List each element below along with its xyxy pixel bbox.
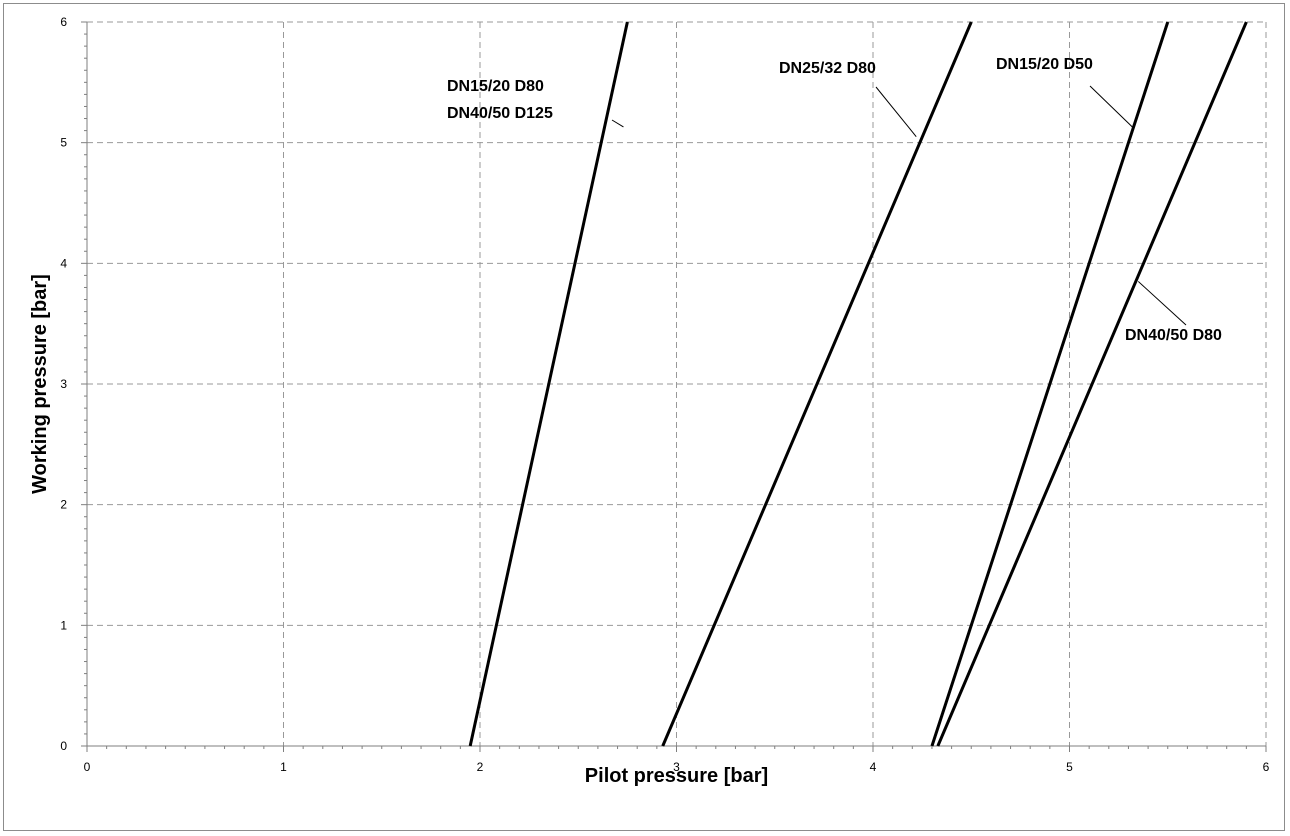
series-line-3 [936, 21, 1248, 747]
leader-line-dn15-20-d50 [1089, 85, 1133, 128]
y-tick-label: 2 [60, 498, 67, 512]
series-line-1 [661, 21, 973, 747]
series-label-dn25-32-d80: DN25/32 D80 [779, 60, 876, 77]
series-line-0 [468, 21, 629, 747]
x-tick-label: 6 [1263, 760, 1270, 774]
grid-layer [87, 21, 1267, 746]
y-tick-label: 1 [60, 618, 67, 632]
series-line-2 [930, 21, 1170, 747]
y-axis-title: Working pressure [bar] [29, 274, 51, 494]
y-tick-label: 0 [60, 739, 67, 753]
leader-line-dn40-50-d80 [1137, 281, 1187, 326]
x-tick-label: 2 [477, 760, 484, 774]
y-tick-label: 5 [60, 136, 67, 150]
x-tick-label: 0 [84, 760, 91, 774]
x-tick-label: 4 [870, 760, 877, 774]
series-label-dn40-50-d125: DN40/50 D125 [447, 105, 553, 122]
series-layer [468, 21, 1248, 747]
series-label-dn15-20-d80: DN15/20 D80 [447, 78, 544, 95]
x-axis-title: Pilot pressure [bar] [585, 765, 768, 787]
leader-line-dn15-20-d80 [611, 119, 624, 128]
y-tick-label: 3 [60, 377, 67, 391]
label-layer: DN15/20 D80 DN40/50 D125 DN25/32 D80 DN1… [447, 56, 1222, 344]
series-label-dn15-20-d50: DN15/20 D50 [996, 56, 1093, 73]
y-tick-label: 4 [60, 256, 67, 270]
tick-layer: 0 1 2 3 4 5 6 0 1 2 3 4 5 6 [60, 15, 1269, 774]
chart-frame [3, 3, 1285, 831]
x-tick-label: 3 [673, 760, 680, 774]
y-tick-label: 6 [60, 15, 67, 29]
series-label-dn40-50-d80: DN40/50 D80 [1125, 327, 1222, 344]
leader-line-dn25-32-d80 [875, 86, 917, 137]
x-tick-label: 1 [280, 760, 287, 774]
x-tick-label: 5 [1066, 760, 1073, 774]
